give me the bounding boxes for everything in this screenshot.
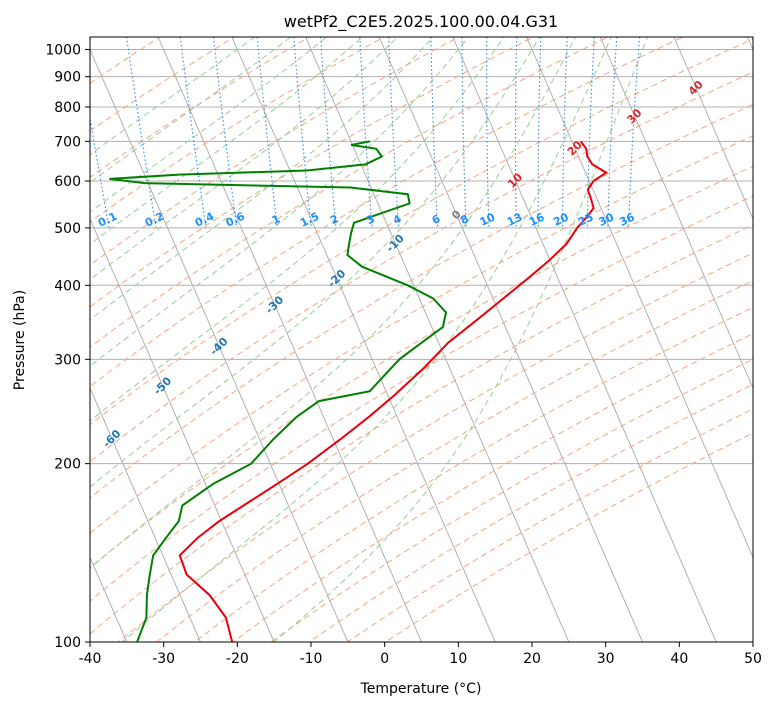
- isotherm-line: [90, 217, 275, 642]
- mixing-ratio-line: [562, 37, 568, 228]
- mixing-ratio-line: [430, 37, 439, 228]
- x-tick-label: 40: [670, 651, 688, 667]
- dry-adiabat: [232, 333, 753, 642]
- isotherm-line: [90, 556, 128, 642]
- mixing-ratio-label: 13: [505, 211, 524, 229]
- y-tick-label: 500: [54, 221, 81, 237]
- plot-frame: [89, 36, 754, 643]
- dry-adiabat: [90, 37, 311, 178]
- dry-adiabat: [90, 37, 610, 348]
- y-axis-title: Pressure (hPa): [12, 290, 28, 390]
- moist-adiabat: [90, 37, 256, 156]
- dry-adiabat: [90, 37, 684, 388]
- dry-adiabat: [90, 71, 753, 463]
- dry-adiabat: [156, 280, 753, 642]
- dry-adiabat: [90, 38, 753, 426]
- mixing-ratio-line: [359, 37, 373, 228]
- isotherm-line: [452, 37, 717, 642]
- dry-adiabat: [118, 252, 753, 642]
- x-axis-ticks: -40 -30 -20 -10 0 10 20 30 40 50: [79, 642, 762, 667]
- x-tick-label: 10: [449, 651, 467, 667]
- mixing-ratio-line: [293, 37, 312, 228]
- dry-adiabat: [90, 37, 460, 266]
- mixing-ratio-line: [320, 37, 337, 228]
- mixing-ratio-line: [537, 37, 542, 228]
- y-tick-label: 300: [54, 352, 81, 368]
- x-axis-title: Temperature (°C): [360, 681, 482, 697]
- mixing-ratio-lines: [90, 37, 641, 228]
- mixing-ratio-line: [388, 37, 400, 228]
- dry-adiabat-lines: [90, 37, 753, 642]
- mixing-ratio-line: [607, 37, 618, 228]
- x-tick-label: -30: [152, 651, 175, 667]
- x-tick-label: 0: [380, 651, 389, 667]
- x-tick-label: 20: [523, 651, 541, 667]
- y-axis-ticks: 1000 900 800 700 600 500 400 300 200 100: [45, 43, 90, 651]
- sounding-series: [109, 140, 609, 642]
- plot-area: 0.10.20.40.611.52346810131620253036-100-…: [90, 37, 753, 642]
- mixing-ratio-line: [514, 37, 518, 228]
- x-tick-label: -20: [226, 651, 249, 667]
- y-tick-label: 700: [54, 134, 81, 150]
- y-tick-label: 1000: [45, 43, 81, 59]
- mixing-ratio-label: 25: [576, 211, 595, 229]
- chart-title: wetPf2_C2E5.2025.100.00.04.G31: [284, 12, 558, 32]
- y-tick-label: 600: [54, 174, 81, 190]
- dry-adiabat: [270, 358, 753, 642]
- temperature-line: [178, 140, 609, 642]
- isotherm-line: [231, 37, 496, 642]
- y-tick-label: 400: [54, 278, 81, 294]
- y-tick-label: 100: [54, 635, 81, 651]
- isotherm-line: [90, 48, 349, 642]
- dry-adiabat: [90, 37, 236, 132]
- isotherm-line: [599, 37, 753, 390]
- mixing-ratio-label: 16: [527, 210, 547, 228]
- mixing-ratio-line: [586, 37, 595, 228]
- moist-adiabat: [90, 37, 505, 422]
- mixing-ratio-label: 30: [597, 210, 617, 228]
- mixing-ratio-line: [212, 37, 238, 228]
- mixing-ratio-line: [256, 37, 278, 228]
- mixing-ratio-line: [126, 37, 157, 228]
- mixing-ratio-line: [461, 37, 467, 228]
- mixing-ratio-line: [627, 37, 641, 228]
- pressure-gridlines: [90, 49, 753, 642]
- moist-adiabat: [90, 37, 470, 367]
- dewpoint-line: [109, 140, 448, 642]
- moist-adiabat: [90, 37, 399, 281]
- mixing-ratio-label: 20: [551, 210, 571, 228]
- dry-adiabat: [90, 135, 753, 534]
- moist-adiabat: [121, 37, 612, 642]
- x-tick-label: 50: [744, 651, 762, 667]
- y-tick-label: 800: [54, 100, 81, 116]
- moist-adiabat: [90, 37, 292, 184]
- dry-adiabat: [90, 37, 385, 223]
- dry-adiabat: [90, 37, 535, 308]
- y-tick-label: 200: [54, 457, 81, 473]
- x-tick-label: -40: [79, 651, 102, 667]
- mixing-ratio-label: 10: [478, 210, 498, 228]
- isotherm-line: [305, 37, 570, 642]
- isotherm-lines: [90, 37, 753, 642]
- moist-adiabat: [273, 37, 648, 642]
- isotherm-line: [157, 37, 422, 642]
- moist-adiabat: [90, 37, 363, 245]
- dry-adiabat: [90, 165, 753, 569]
- y-tick-label: 900: [54, 70, 81, 86]
- isotherm-line: [90, 386, 201, 642]
- mixing-ratio-line: [179, 37, 207, 228]
- mixing-ratio-label: 36: [617, 210, 637, 228]
- isotherm-line: [673, 37, 753, 220]
- x-tick-label: 30: [597, 651, 615, 667]
- mixing-ratio-line: [486, 37, 490, 228]
- x-tick-label: -10: [300, 651, 323, 667]
- isotherm-line: [526, 37, 753, 559]
